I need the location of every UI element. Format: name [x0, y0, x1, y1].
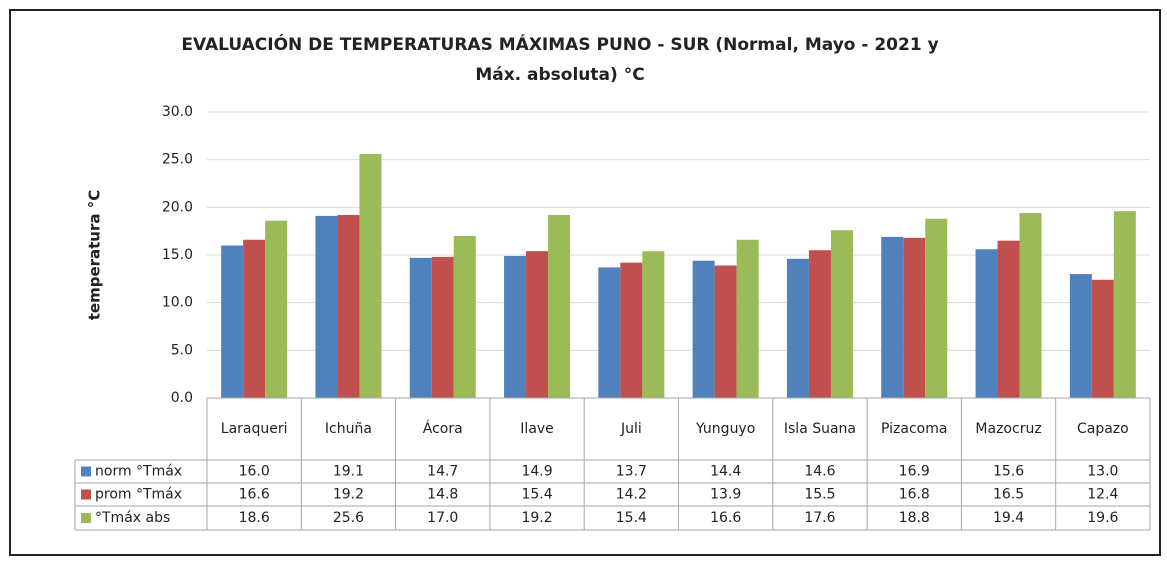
bar: [714, 265, 737, 398]
table-value: 15.4: [616, 510, 647, 526]
table-value: 15.4: [521, 487, 552, 503]
table-value: 13.9: [710, 487, 741, 503]
bar: [265, 220, 288, 398]
legend-label: °Tmáx abs: [95, 510, 170, 526]
y-tick-label: 0.0: [171, 390, 193, 406]
bar: [453, 235, 476, 398]
chart-title: EVALUACIÓN DE TEMPERATURAS MÁXIMAS PUNO …: [181, 35, 939, 85]
table-value: 16.9: [899, 464, 930, 480]
table-value: 19.1: [333, 464, 364, 480]
table-value: 19.2: [521, 510, 552, 526]
bar: [315, 215, 338, 398]
bar: [221, 245, 244, 398]
bar: [1019, 213, 1042, 398]
table-value: 16.0: [239, 464, 270, 480]
bar: [504, 255, 527, 398]
table-value: 14.7: [427, 464, 458, 480]
y-tick-label: 10.0: [162, 295, 193, 311]
bar: [548, 214, 571, 398]
y-axis-label: temperatura °C: [86, 190, 104, 321]
table-value: 18.6: [239, 510, 270, 526]
bar: [692, 260, 715, 398]
table-value: 14.4: [710, 464, 741, 480]
x-tick-label: Isla Suana: [784, 421, 856, 437]
bar: [337, 214, 360, 398]
bar: [243, 239, 266, 398]
table-value: 19.6: [1087, 510, 1118, 526]
bar: [925, 218, 948, 398]
y-tick-label: 15.0: [162, 247, 193, 263]
x-tick-label: Juli: [620, 421, 642, 437]
legend-label: norm °Tmáx: [95, 464, 182, 480]
bar: [881, 236, 904, 398]
bar: [1113, 211, 1136, 398]
y-tick-label: 5.0: [171, 342, 193, 358]
table-value: 14.2: [616, 487, 647, 503]
table-value: 19.2: [333, 487, 364, 503]
table-value: 16.6: [239, 487, 270, 503]
bar: [409, 257, 432, 398]
table-value: 16.5: [993, 487, 1024, 503]
table-value: 16.6: [710, 510, 741, 526]
legend-swatch: [81, 489, 91, 500]
bar: [903, 237, 926, 398]
table-value: 14.6: [804, 464, 835, 480]
bar: [359, 153, 382, 398]
table-value: 14.8: [427, 487, 458, 503]
chart-frame: [9, 9, 1161, 556]
bar: [1091, 279, 1114, 398]
x-tick-label: Pizacoma: [881, 421, 947, 437]
table-value: 25.6: [333, 510, 364, 526]
legend-swatch: [81, 466, 91, 477]
bar: [736, 239, 759, 398]
table-value: 13.0: [1087, 464, 1118, 480]
bar: [997, 240, 1020, 398]
bar: [642, 251, 665, 398]
table-value: 15.6: [993, 464, 1024, 480]
table-value: 12.4: [1087, 487, 1118, 503]
bar: [598, 267, 621, 398]
table-value: 17.6: [804, 510, 835, 526]
table-value: 13.7: [616, 464, 647, 480]
y-tick-label: 25.0: [162, 152, 193, 168]
bar: [620, 262, 643, 398]
x-tick-label: Ácora: [423, 420, 463, 437]
x-tick-label: Capazo: [1077, 421, 1129, 437]
x-tick-label: Ichuña: [325, 421, 372, 437]
bar: [431, 256, 454, 398]
table-value: 16.8: [899, 487, 930, 503]
x-tick-label: Mazocruz: [975, 421, 1041, 437]
x-tick-label: Laraqueri: [221, 421, 288, 437]
bar: [975, 249, 998, 398]
y-tick-label: 30.0: [162, 104, 193, 120]
table-value: 17.0: [427, 510, 458, 526]
bar: [808, 250, 831, 398]
bar: [830, 230, 853, 398]
bar: [1069, 274, 1092, 398]
legend-label: prom °Tmáx: [95, 487, 182, 503]
table-value: 15.5: [804, 487, 835, 503]
x-tick-label: Ilave: [520, 421, 554, 437]
bar: [526, 251, 549, 398]
table-value: 18.8: [899, 510, 930, 526]
x-tick-label: Yunguyo: [695, 421, 755, 437]
legend-swatch: [81, 513, 91, 523]
table-value: 19.4: [993, 510, 1024, 526]
table-value: 14.9: [521, 464, 552, 480]
y-tick-label: 20.0: [162, 199, 193, 215]
bar: [786, 258, 809, 398]
